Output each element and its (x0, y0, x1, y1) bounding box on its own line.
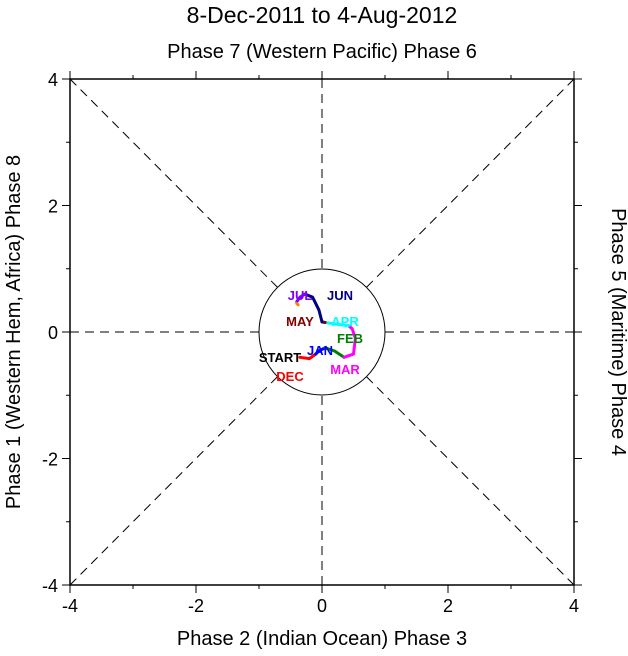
left-axis-label: Phase 1 (Western Hem, Africa) Phase 8 (3, 155, 25, 509)
month-label-dec: DEC (276, 369, 304, 384)
x-tick-label: 4 (569, 596, 579, 616)
right-axis-label: Phase 5 (Maritime) Phase 4 (607, 208, 628, 456)
month-label-jun: JUN (327, 288, 353, 303)
phase-divider-line (69, 376, 278, 586)
month-label-feb: FEB (337, 331, 363, 346)
series-line-aug (295, 302, 300, 307)
unit-circle (258, 268, 386, 396)
top-axis-label: Phase 7 (Western Pacific) Phase 6 (167, 41, 477, 63)
y-tick-label: 2 (48, 197, 58, 217)
month-label-jul: JUL (288, 288, 313, 303)
y-tick-label: -2 (42, 450, 58, 470)
phase-divider-line (366, 78, 575, 288)
y-tick-label: 4 (48, 70, 58, 90)
series-line-apr (323, 321, 350, 328)
x-tick-label: 2 (443, 596, 453, 616)
y-tick-label: -4 (42, 576, 58, 596)
series-line-jul (295, 292, 307, 304)
bottom-axis-label: Phase 2 (Indian Ocean) Phase 3 (177, 628, 467, 650)
x-tick-label: 0 (317, 596, 327, 616)
start-label: START (259, 350, 301, 365)
month-label-may: MAY (286, 314, 314, 329)
series-line-feb (323, 346, 346, 359)
y-tick-label: 0 (48, 323, 58, 343)
month-label-jan: JAN (307, 343, 333, 358)
series-line-mar (342, 324, 357, 359)
series-line-jun (303, 292, 324, 324)
x-tick-label: -4 (62, 596, 78, 616)
chart-title: 8-Dec-2011 to 4-Aug-2012 (187, 2, 458, 28)
x-tick-label: -2 (188, 596, 204, 616)
phase-divider-line (366, 376, 575, 586)
month-label-apr: APR (331, 314, 359, 329)
phase-divider-line (69, 78, 278, 288)
series-line-jan (314, 346, 327, 356)
series-line-dec (298, 352, 318, 361)
month-label-mar: MAR (330, 362, 360, 377)
